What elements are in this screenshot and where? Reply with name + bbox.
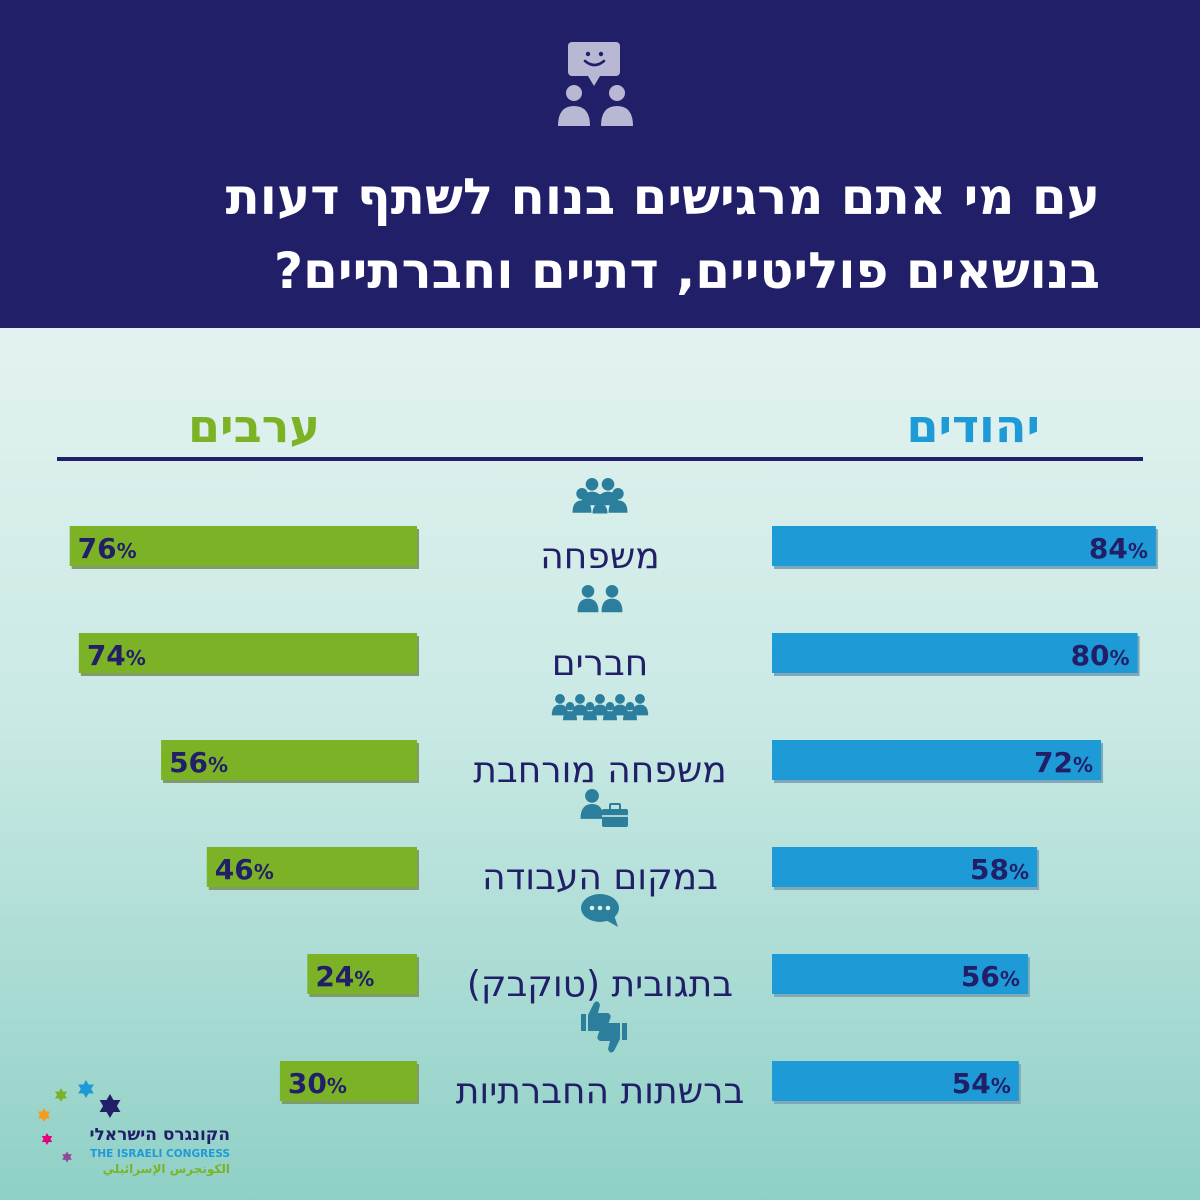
legend-arabs: ערבים — [188, 399, 320, 453]
discussion-icon — [558, 42, 633, 126]
bar-arabs-0 — [69, 526, 418, 566]
category-label-3: במקום העבודה — [482, 857, 718, 898]
value-label-arabs-4: 24% — [315, 960, 374, 993]
value-label-arabs-2: 56% — [169, 746, 228, 779]
title-line-1: עם מי אתם מרגישים בנוח לשתף דעות — [225, 168, 1100, 226]
congress-logo-icon — [38, 1080, 121, 1163]
friends-icon — [577, 585, 623, 613]
extended-family-icon — [551, 694, 649, 721]
value-label-jews-1: 80% — [1071, 639, 1130, 672]
bar-jews-4 — [772, 954, 1028, 994]
logo-text-hebrew: הקונגרס הישראלי — [89, 1125, 230, 1145]
bar-jews-3 — [772, 847, 1038, 887]
page-title: עם מי אתם מרגישים בנוח לשתף דעות בנושאים… — [60, 160, 1100, 308]
value-label-jews-2: 72% — [1034, 746, 1093, 779]
category-label-2: משפחה מורחבת — [473, 750, 727, 791]
category-label-4: בתגובית (טוקבק) — [466, 964, 734, 1005]
category-label-5: ברשתות החברתיות — [455, 1071, 745, 1112]
logo-text-english: THE ISRAELI CONGRESS — [90, 1148, 230, 1160]
value-label-arabs-0: 76% — [78, 532, 137, 565]
bar-jews-2 — [772, 740, 1102, 780]
family-icon — [572, 478, 628, 514]
value-label-arabs-5: 30% — [288, 1067, 347, 1100]
value-label-arabs-1: 74% — [87, 639, 146, 672]
bar-arabs-5 — [279, 1061, 417, 1101]
title-line-2: בנושאים פוליטיים, דתיים וחברתיים? — [274, 242, 1100, 300]
value-label-arabs-3: 46% — [215, 853, 274, 886]
workplace-icon — [580, 789, 628, 827]
bar-arabs-2 — [161, 740, 417, 780]
value-label-jews-3: 58% — [970, 853, 1029, 886]
legend-jews: יהודים — [906, 399, 1040, 453]
bar-arabs-4 — [307, 954, 417, 994]
value-label-jews-5: 54% — [952, 1067, 1011, 1100]
value-label-jews-4: 56% — [961, 960, 1020, 993]
bar-jews-0 — [772, 526, 1156, 566]
bar-jews-1 — [772, 633, 1138, 673]
legend-divider — [57, 457, 1143, 461]
category-label-0: משפחה — [540, 536, 660, 577]
bar-arabs-1 — [78, 633, 417, 673]
value-label-jews-0: 84% — [1089, 532, 1148, 565]
comment-bubble-icon — [581, 894, 619, 927]
bar-jews-5 — [772, 1061, 1019, 1101]
thumbs-icon — [581, 1001, 627, 1053]
logo-text-arabic: الكونجرس الإسرائيلي — [102, 1162, 230, 1176]
header-banner: עם מי אתם מרגישים בנוח לשתף דעות בנושאים… — [0, 0, 1200, 328]
bar-arabs-3 — [206, 847, 417, 887]
category-label-1: חברים — [551, 643, 649, 684]
